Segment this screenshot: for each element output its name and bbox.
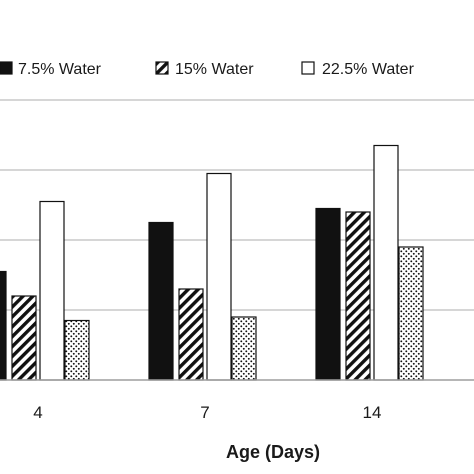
bar-open-7 — [206, 172, 232, 381]
bar-hatch-14 — [345, 211, 371, 381]
bar-dots-4 — [64, 319, 90, 381]
bar-hatch-4 — [11, 295, 37, 381]
bar-solid-7 — [148, 221, 174, 381]
bars — [0, 144, 424, 381]
legend-label: 22.5% Water — [322, 61, 415, 78]
bar-solid-14 — [315, 207, 341, 381]
bar-dots-7 — [231, 316, 257, 381]
legend-swatch-solid — [0, 61, 13, 75]
bar-open-14 — [373, 144, 399, 381]
bar-dots-14 — [398, 246, 424, 381]
bar-solid-4 — [0, 270, 7, 381]
x-tick-label: 4 — [33, 403, 42, 422]
x-tick-label: 14 — [363, 403, 382, 422]
x-axis-title: Age (Days) — [226, 442, 320, 462]
legend-label: 15% Water — [175, 61, 254, 78]
legend: 7.5% Water 15% Water 22.5% Water — [0, 61, 415, 78]
x-tick-labels: 4 7 14 — [33, 403, 381, 422]
x-tick-label: 7 — [200, 403, 209, 422]
legend-swatch-hatch — [155, 61, 169, 75]
legend-swatch-open — [301, 61, 315, 75]
bar-hatch-7 — [178, 288, 204, 381]
legend-label: 7.5% Water — [18, 61, 102, 78]
bar-open-4 — [39, 200, 65, 381]
